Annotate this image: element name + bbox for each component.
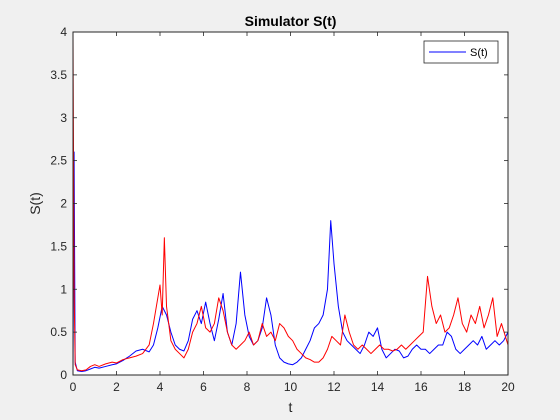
- x-tick-label: 0: [70, 380, 77, 394]
- y-tick-label: 2: [60, 197, 67, 211]
- y-tick-label: 4: [60, 25, 67, 39]
- plot-area: [73, 32, 508, 375]
- x-tick-label: 16: [414, 380, 428, 394]
- x-tick-label: 12: [327, 380, 341, 394]
- x-tick-label: 10: [284, 380, 298, 394]
- legend: S(t): [423, 40, 499, 64]
- x-tick-label: 20: [501, 380, 515, 394]
- x-tick-label: 18: [458, 380, 472, 394]
- y-tick-label: 3.5: [50, 68, 67, 82]
- x-axis-label: t: [289, 399, 293, 415]
- x-axis-ticks: 0 2 4 6 8 10 12 14 16 18 20: [70, 32, 515, 394]
- series-line-unnamed-1: [72, 31, 509, 372]
- y-tick-label: 1.5: [50, 239, 67, 253]
- series-layer: [72, 31, 509, 376]
- x-tick-label: 6: [200, 380, 207, 394]
- y-tick-label: 0.5: [50, 325, 67, 339]
- chart-title: Simulator S(t): [245, 13, 337, 29]
- series-line-s-t-: [72, 151, 509, 376]
- y-tick-label: 1: [60, 282, 67, 296]
- y-axis-label: S(t): [27, 192, 43, 215]
- legend-label-s-t: S(t): [470, 47, 488, 59]
- x-tick-label: 14: [371, 380, 385, 394]
- x-tick-label: 2: [113, 380, 120, 394]
- x-tick-label: 8: [244, 380, 251, 394]
- y-axis-ticks: 0 0.5 1 1.5 2 2.5 3 3.5 4: [50, 25, 508, 382]
- x-tick-label: 4: [157, 380, 164, 394]
- y-tick-label: 0: [60, 368, 67, 382]
- y-tick-label: 3: [60, 111, 67, 125]
- y-tick-label: 2.5: [50, 154, 67, 168]
